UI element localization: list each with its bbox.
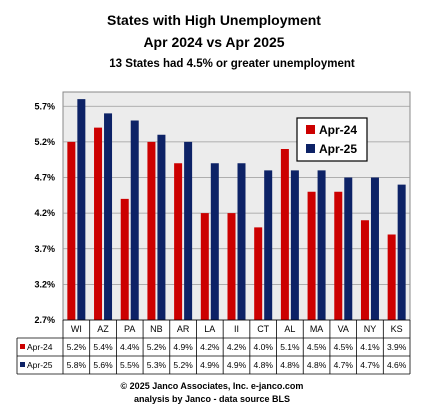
x-tick-label: KS xyxy=(391,324,403,334)
data-label: 5.8% xyxy=(67,360,87,370)
bar-apr-24-az xyxy=(94,127,103,320)
data-label: 4.0% xyxy=(254,342,274,352)
data-label: 4.2% xyxy=(200,342,220,352)
x-tick-label: II xyxy=(234,324,239,334)
chart-subtitle-2: 13 States had 4.5% or greater unemployme… xyxy=(109,58,355,70)
x-tick-label: AZ xyxy=(97,324,109,334)
data-label: 5.2% xyxy=(67,342,87,352)
table-series-label: Apr-24 xyxy=(27,342,53,352)
bar-apr-25-ks xyxy=(397,184,406,320)
data-label: 3.9% xyxy=(387,342,407,352)
table-legend-key xyxy=(20,344,25,349)
data-label: 5.2% xyxy=(173,360,193,370)
data-label: 4.9% xyxy=(227,360,247,370)
footer-copyright: © 2025 Janco Associates, Inc. e-janco.co… xyxy=(121,381,304,391)
legend-swatch-apr25 xyxy=(306,144,315,153)
data-label: 4.6% xyxy=(387,360,407,370)
bar-apr-24-ii xyxy=(227,213,236,320)
data-label: 4.8% xyxy=(307,360,327,370)
data-label: 5.3% xyxy=(147,360,167,370)
bar-apr-24-ar xyxy=(174,163,183,320)
data-label: 5.6% xyxy=(93,360,113,370)
x-tick-label: NY xyxy=(364,324,377,334)
bar-apr-25-ii xyxy=(237,163,246,320)
x-tick-label: MA xyxy=(310,324,324,334)
y-tick-label: 5.7% xyxy=(34,101,55,111)
data-label: 4.5% xyxy=(334,342,354,352)
bar-apr-25-va xyxy=(344,177,353,320)
bars xyxy=(67,99,406,320)
legend: Apr-24 Apr-25 xyxy=(296,117,368,162)
chart-title: States with High Unemployment xyxy=(107,12,321,28)
chart-subtitle: Apr 2024 vs Apr 2025 xyxy=(143,34,284,50)
data-label: 4.8% xyxy=(254,360,274,370)
data-label: 5.2% xyxy=(147,342,167,352)
data-label: 5.5% xyxy=(120,360,140,370)
y-tick-label: 2.7% xyxy=(34,315,55,325)
data-label: 4.7% xyxy=(334,360,354,370)
x-tick-label: PA xyxy=(124,324,135,334)
data-table: WI AZ PA NB AR LA II CT AL MA VA NY KS Apr-24 5.2% 5.4%… xyxy=(16,319,411,375)
bar-apr-24-pa xyxy=(120,198,129,320)
y-tick-label: 3.2% xyxy=(34,279,55,289)
bar-apr-25-ma xyxy=(317,170,326,320)
bar-apr-24-ny xyxy=(360,220,369,320)
data-label: 4.9% xyxy=(173,342,193,352)
x-tick-label: LA xyxy=(204,324,215,334)
data-label: 4.8% xyxy=(280,360,300,370)
data-label: 4.2% xyxy=(227,342,247,352)
x-tick-label: CT xyxy=(257,324,269,334)
data-label: 5.4% xyxy=(93,342,113,352)
data-label: 5.1% xyxy=(280,342,300,352)
data-label: 4.7% xyxy=(360,360,380,370)
bar-apr-25-wi xyxy=(77,99,86,320)
y-tick-label: 4.2% xyxy=(34,208,55,218)
bar-apr-24-ma xyxy=(307,191,316,320)
data-label: 4.1% xyxy=(360,342,380,352)
bar-apr-25-la xyxy=(210,163,219,320)
bar-apr-24-va xyxy=(334,191,343,320)
bar-apr-25-ar xyxy=(184,141,193,320)
bar-apr-24-la xyxy=(200,213,209,320)
bar-apr-24-ct xyxy=(254,227,263,320)
bar-apr-25-ny xyxy=(370,177,379,320)
bar-apr-25-al xyxy=(290,170,299,320)
x-tick-label: NB xyxy=(150,324,163,334)
legend-swatch-apr24 xyxy=(306,125,315,134)
data-label: 4.9% xyxy=(200,360,220,370)
bar-apr-25-ct xyxy=(264,170,273,320)
y-tick-label: 3.7% xyxy=(34,244,55,254)
x-tick-label: AR xyxy=(177,324,190,334)
bar-apr-25-az xyxy=(104,113,113,320)
y-tick-label: 5.2% xyxy=(34,137,55,147)
bar-apr-24-wi xyxy=(67,141,76,320)
bar-apr-25-nb xyxy=(157,134,166,320)
y-tick-labels: 5.7% 5.2% 4.7% 4.2% 3.7% 3.2% 2.7% xyxy=(34,101,55,325)
bar-apr-24-ks xyxy=(387,234,396,320)
legend-label-apr25: Apr-25 xyxy=(319,142,357,156)
legend-label-apr24: Apr-24 xyxy=(319,123,357,137)
data-label: 4.5% xyxy=(307,342,327,352)
x-tick-label: AL xyxy=(284,324,295,334)
bar-apr-25-pa xyxy=(130,120,139,320)
bar-apr-24-al xyxy=(280,149,289,320)
table-series-label: Apr-25 xyxy=(27,360,53,370)
table-legend-key xyxy=(20,362,25,367)
x-tick-label: WI xyxy=(71,324,82,334)
data-label: 4.4% xyxy=(120,342,140,352)
bar-apr-24-nb xyxy=(147,141,156,320)
x-tick-label: VA xyxy=(338,324,349,334)
y-tick-label: 4.7% xyxy=(34,173,55,183)
footer-source: analysis by Janco - data source BLS xyxy=(134,394,290,404)
